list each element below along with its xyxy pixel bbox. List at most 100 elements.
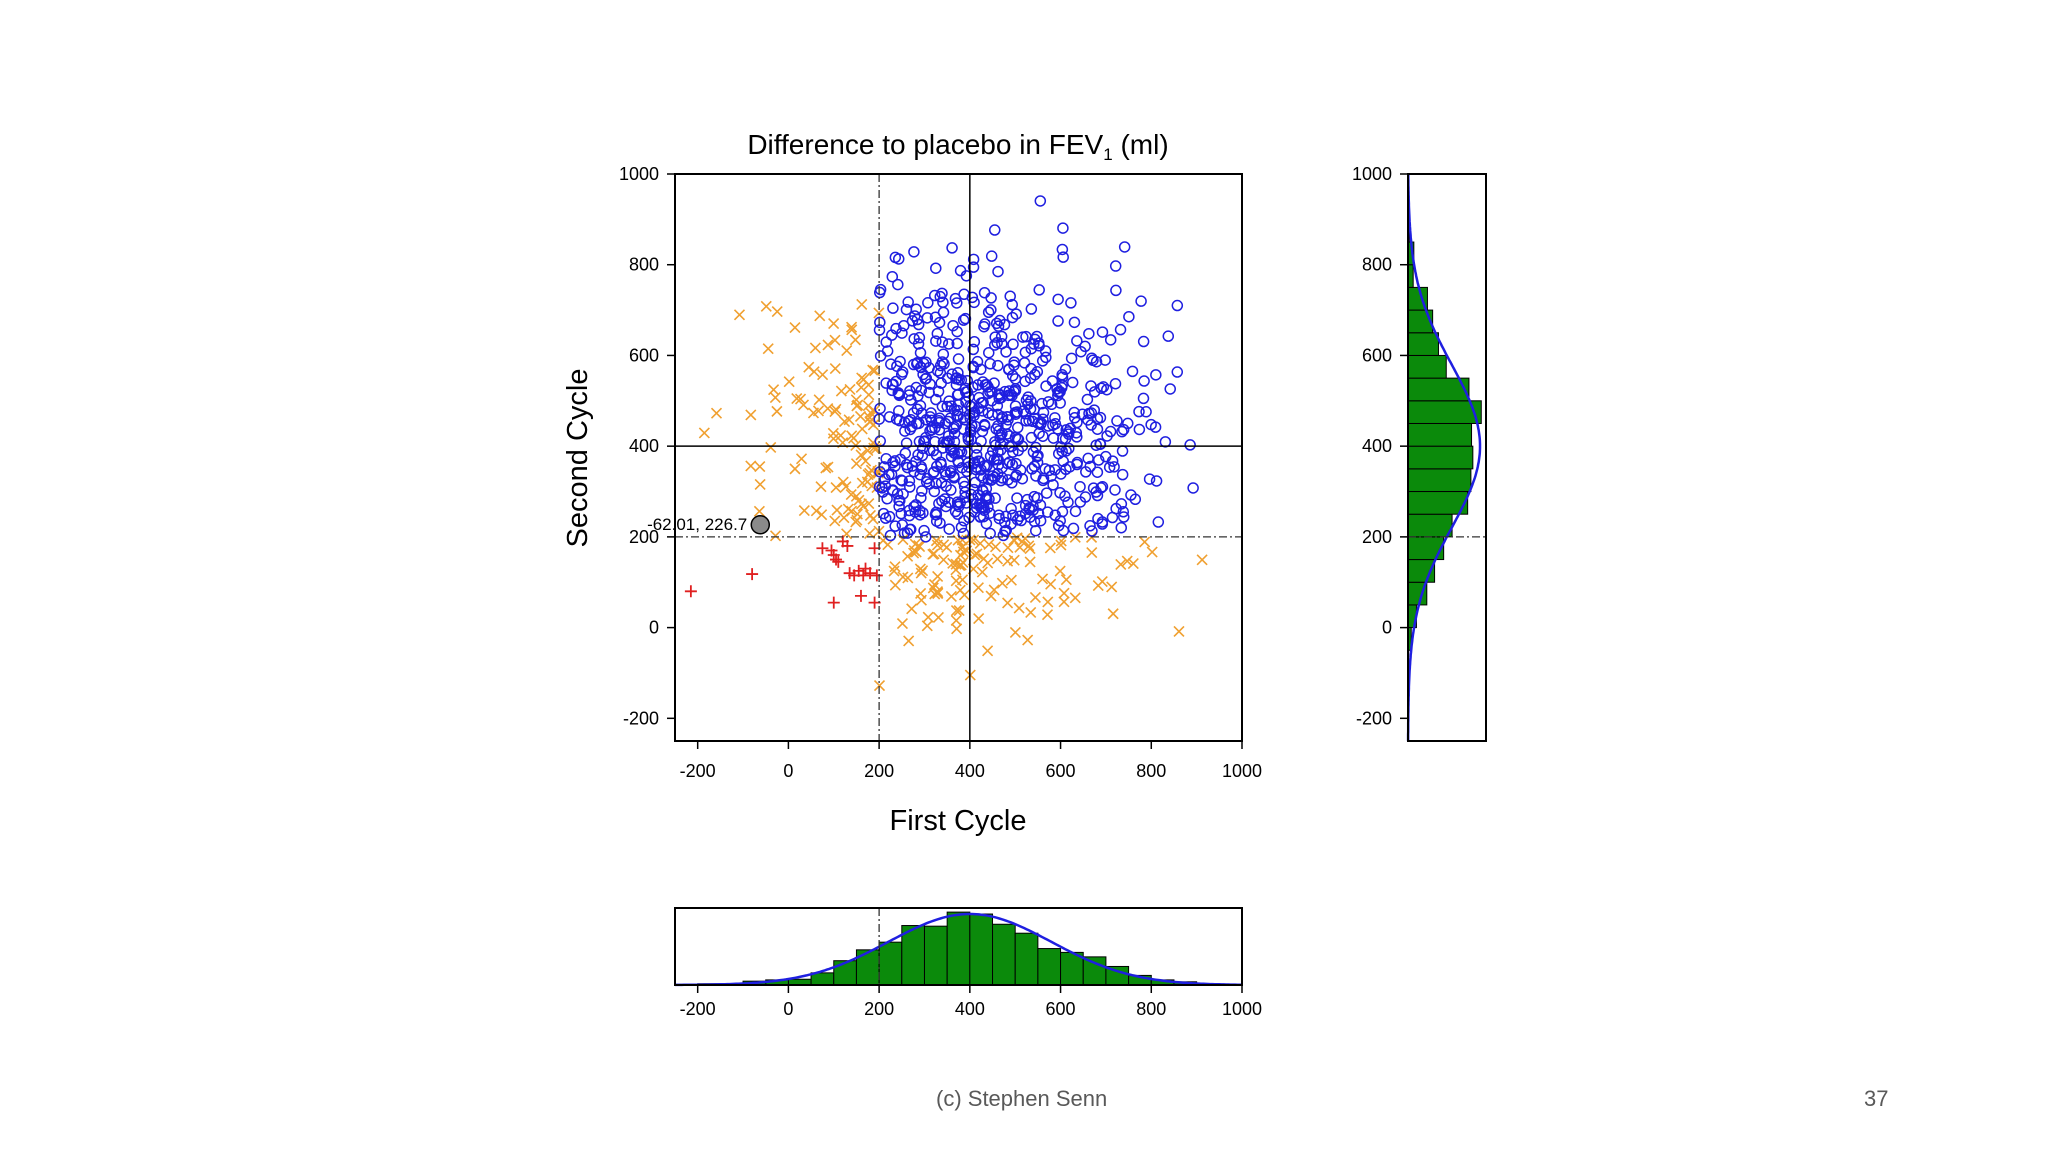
scatter-point-both-above bbox=[940, 436, 953, 448]
x-tick-label: 600 bbox=[1046, 761, 1076, 781]
scatter-point-both-above bbox=[1108, 461, 1120, 473]
scatter-point-both-above bbox=[1057, 251, 1069, 263]
scatter-point-both-below bbox=[854, 589, 867, 602]
scatter-point-one-above bbox=[902, 572, 914, 584]
scatter-point-both-above bbox=[1031, 366, 1044, 378]
scatter-point-both-above bbox=[1086, 525, 1098, 537]
scatter-point-both-above bbox=[991, 400, 1004, 412]
scatter-point-both-above bbox=[928, 289, 941, 302]
scatter-point-one-above bbox=[1060, 574, 1072, 586]
scatter-point-both-above bbox=[1056, 371, 1069, 383]
scatter-point-both-above bbox=[1052, 315, 1064, 327]
scatter-point-both-above bbox=[899, 425, 911, 437]
scatter-point-one-above bbox=[1127, 558, 1139, 570]
scatter-point-both-above bbox=[1117, 506, 1130, 518]
scatter-point-one-above bbox=[854, 410, 867, 422]
scatter-point-one-above bbox=[985, 590, 997, 602]
scatter-point-both-above bbox=[887, 378, 899, 391]
scatter-point-both-above bbox=[1040, 351, 1052, 364]
scatter-point-both-above bbox=[914, 347, 927, 359]
scatter-point-both-above bbox=[1081, 393, 1094, 406]
scatter-point-both-above bbox=[1184, 439, 1196, 451]
histogram-bar-y bbox=[1407, 445, 1474, 470]
scatter-point-both-above bbox=[978, 286, 991, 299]
scatter-point-both-above bbox=[1145, 418, 1157, 431]
scatter-point-both-above bbox=[1039, 463, 1051, 475]
normal-fit-curve-x bbox=[675, 912, 1242, 987]
scatter-point-one-above bbox=[795, 453, 808, 465]
scatter-point-one-above bbox=[843, 414, 855, 426]
scatter-point-both-above bbox=[892, 278, 904, 291]
scatter-point-one-above bbox=[932, 611, 944, 623]
scatter-point-one-above bbox=[856, 477, 868, 489]
scatter-point-both-above bbox=[936, 287, 948, 300]
scatter-point-both-above bbox=[950, 419, 962, 432]
x-tick-label: 800 bbox=[1136, 761, 1166, 781]
y-tick-label: 200 bbox=[629, 527, 659, 547]
scatter-point-both-above bbox=[1071, 431, 1083, 443]
scatter-point-both-above bbox=[961, 386, 974, 398]
scatter-point-both-above bbox=[900, 437, 913, 449]
scatter-point-one-above bbox=[828, 317, 840, 330]
scatter-point-both-above bbox=[967, 457, 980, 470]
y-tick-label: 0 bbox=[1382, 618, 1392, 638]
x-tick-label: 600 bbox=[1046, 999, 1076, 1019]
scatter-point-both-above bbox=[965, 488, 977, 501]
scatter-point-both-above bbox=[1025, 362, 1037, 375]
scatter-point-both-above bbox=[874, 402, 886, 415]
scatter-point-one-above bbox=[803, 361, 815, 373]
scatter-point-both-above bbox=[1037, 474, 1049, 487]
scatter-point-one-above bbox=[1022, 634, 1034, 646]
scatter-point-both-above bbox=[1091, 466, 1104, 478]
scatter-point-both-above bbox=[1074, 480, 1086, 493]
scatter-point-one-above bbox=[850, 458, 863, 470]
scatter-point-one-above bbox=[1115, 558, 1127, 570]
scatter-point-both-above bbox=[917, 368, 929, 381]
scatter-point-one-above bbox=[1011, 532, 1023, 544]
scatter-point-both-above bbox=[907, 407, 920, 419]
scatter-point-both-above bbox=[1003, 430, 1016, 442]
scatter-point-both-above bbox=[930, 449, 943, 461]
scatter-point-both-above bbox=[984, 507, 996, 519]
scatter-point-one-above bbox=[915, 567, 927, 579]
scatter-point-one-above bbox=[1086, 547, 1098, 559]
scatter-point-both-above bbox=[930, 262, 942, 274]
scatter-point-both-above bbox=[1152, 516, 1165, 528]
scatter-point-both-above bbox=[1009, 400, 1022, 412]
scatter-point-both-above bbox=[1084, 460, 1096, 473]
scatter-point-both-above bbox=[936, 495, 948, 507]
histogram-bar-x bbox=[833, 960, 857, 986]
x-tick-label: -200 bbox=[680, 761, 716, 781]
scatter-point-one-above bbox=[1196, 554, 1208, 566]
scatter-point-one-above bbox=[829, 363, 841, 375]
scatter-point-both-above bbox=[1011, 492, 1023, 504]
scatter-point-both-above bbox=[978, 320, 990, 333]
scatter-point-one-above bbox=[809, 342, 821, 354]
histogram-bar-x bbox=[992, 923, 1016, 986]
scatter-point-both-above bbox=[1037, 430, 1049, 442]
scatter-point-both-above bbox=[1034, 195, 1047, 207]
scatter-point-both-above bbox=[915, 491, 927, 504]
scatter-point-both-above bbox=[1039, 345, 1052, 357]
scatter-point-one-above bbox=[902, 550, 914, 562]
scatter-point-both-below bbox=[832, 555, 845, 568]
scatter-point-both-above bbox=[1008, 385, 1020, 398]
scatter-point-one-above bbox=[1045, 578, 1057, 590]
scatter-point-both-above bbox=[1052, 447, 1065, 460]
scatter-point-both-above bbox=[943, 523, 955, 535]
scatter-point-both-above bbox=[922, 297, 934, 309]
scatter-point-both-above bbox=[950, 372, 962, 385]
histogram-bar-y bbox=[1407, 513, 1453, 538]
scatter-point-both-above bbox=[915, 384, 928, 397]
scatter-point-both-above bbox=[957, 411, 970, 424]
scatter-point-both-above bbox=[1040, 487, 1053, 499]
scatter-point-one-above bbox=[816, 509, 828, 521]
scatter-point-both-above bbox=[986, 409, 999, 421]
scatter-point-one-above bbox=[906, 603, 918, 615]
scatter-point-both-above bbox=[884, 529, 897, 542]
y-tick-label: 600 bbox=[629, 345, 659, 365]
scatter-point-both-above bbox=[1056, 243, 1069, 256]
scatter-point-one-above bbox=[1139, 536, 1151, 548]
scatter-point-both-above bbox=[1109, 377, 1122, 390]
scatter-point-one-above bbox=[922, 611, 934, 623]
